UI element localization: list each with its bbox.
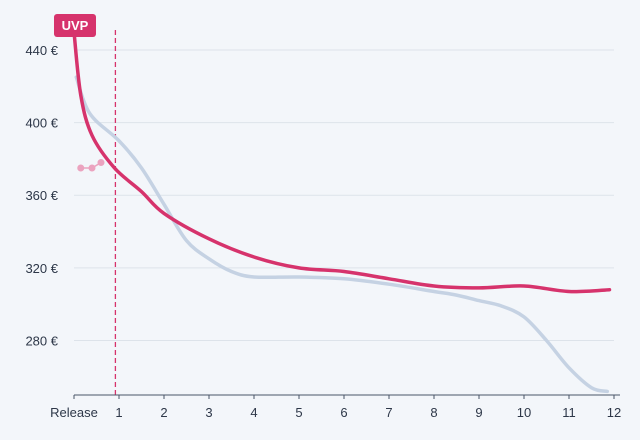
series-point [88, 164, 96, 172]
y-tick-label: 360 € [25, 188, 58, 203]
series-line-main [72, 30, 612, 294]
y-tick-label: 320 € [25, 261, 58, 276]
series-point [77, 164, 85, 172]
uvp-callout-label: UVP [62, 18, 89, 33]
x-tick-label: 5 [295, 405, 302, 420]
x-tick-label: 4 [250, 405, 257, 420]
x-tick-label: 7 [385, 405, 392, 420]
x-tick-label: Release [50, 405, 98, 420]
x-tick-label: 12 [607, 405, 621, 420]
y-tick-label: 440 € [25, 43, 58, 58]
uvp-callout-pointer [69, 29, 79, 37]
x-tick-label: 3 [205, 405, 212, 420]
x-tick-label: 11 [562, 405, 576, 420]
series-line-light [74, 75, 610, 394]
x-tick-label: 9 [475, 405, 482, 420]
axes: 280 €320 €360 €400 €440 €Release 1 2 3 4 5 6 7 8… [25, 43, 621, 420]
x-tick-label: 2 [160, 405, 167, 420]
x-tick-label: 6 [340, 405, 347, 420]
price-series [72, 30, 612, 395]
uvp-callout-box [54, 14, 96, 37]
series-point [97, 159, 105, 167]
y-tick-label: 280 € [25, 334, 58, 349]
grid-lines [74, 49, 614, 342]
x-tick-label: 8 [430, 405, 437, 420]
x-tick-label: 1 [115, 405, 122, 420]
y-tick-label: 400 € [25, 116, 58, 131]
uvp-callout: UVP [54, 14, 96, 37]
x-tick-label: 10 [517, 405, 531, 420]
